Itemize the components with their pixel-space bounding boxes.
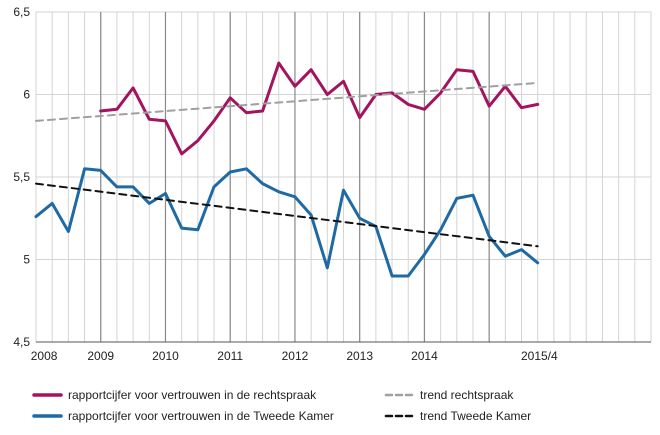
trend-line [35,182,539,248]
x-tick-label: 2015/4 [521,349,558,363]
x-tick-label: 2010 [152,349,179,363]
series-line [99,61,540,156]
y-tick-label: 5,5 [13,170,30,184]
y-tick-label: 6 [23,88,30,102]
x-tick-label: 2013 [346,349,373,363]
y-tick-label: 6,5 [13,5,30,19]
legend: rapportcijfer voor vertrouwen in de rech… [32,388,531,423]
series-lines [34,61,540,278]
trend-line [35,81,539,122]
x-tick-label: 2009 [87,349,114,363]
series-line [34,167,540,278]
legend-label: trend rechtspraak [420,388,514,402]
legend-label: rapportcijfer voor vertrouwen in de Twee… [68,409,334,423]
x-tick-label: 2012 [282,349,309,363]
legend-label: trend Tweede Kamer [420,409,531,423]
x-tick-label: 2014 [411,349,438,363]
legend-label: rapportcijfer voor vertrouwen in de rech… [68,388,317,402]
x-axis: 2008 2009 2010 2011 2012 2013 2014 2015/4 [31,349,558,363]
x-tick-label: 2011 [217,349,243,363]
x-tick-label: 2008 [31,349,58,363]
y-tick-label: 4,5 [13,335,30,349]
grid-lines [35,11,652,343]
y-tick-label: 5 [23,253,30,267]
y-axis: 4,5 5 5,5 6 6,5 [13,5,30,349]
